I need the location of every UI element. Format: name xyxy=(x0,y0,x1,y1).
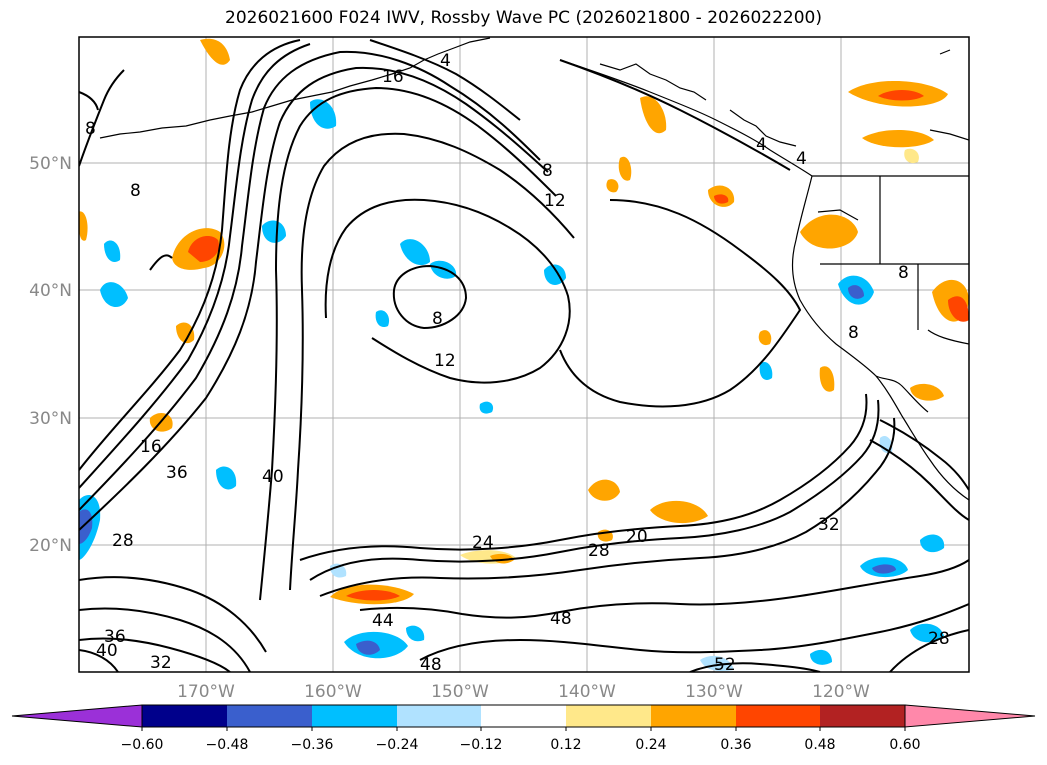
contour-label: 32 xyxy=(818,515,840,535)
lon-label: 140°W xyxy=(558,682,616,702)
colorbar-segment xyxy=(397,705,481,727)
colorbar-tick-label: −0.36 xyxy=(291,737,334,753)
colorbar-tick-label: 0.24 xyxy=(635,737,666,753)
colorbar-frame xyxy=(141,704,906,728)
colorbar-tick-label: −0.12 xyxy=(460,737,503,753)
lat-label: 50°N xyxy=(29,154,72,174)
colorbar-tick-label: −0.24 xyxy=(376,737,419,753)
colorbar-extend-max xyxy=(904,704,1036,728)
contour-label: 40 xyxy=(262,467,284,487)
contour-label: 16 xyxy=(382,67,404,87)
contour-label: 24 xyxy=(472,533,494,553)
colorbar-tick-label: 0.60 xyxy=(889,737,920,753)
latitude-labels: 50°N 40°N 30°N 20°N xyxy=(29,154,72,556)
lon-label: 150°W xyxy=(431,682,489,702)
lon-label: 170°W xyxy=(177,682,235,702)
contour-label: 44 xyxy=(372,611,394,631)
lat-label: 30°N xyxy=(29,409,72,429)
contour-label: 20 xyxy=(626,527,648,547)
colorbar-segment xyxy=(820,705,905,727)
contour-label: 48 xyxy=(550,609,572,629)
longitude-labels: 170°W 160°W 150°W 140°W 130°W 120°W xyxy=(177,682,870,702)
colorbar-tick-label: 0.12 xyxy=(550,737,581,753)
contour-label: 40 xyxy=(96,641,118,661)
lat-label: 20°N xyxy=(29,536,72,556)
colorbar-segment xyxy=(142,705,227,727)
colorbar-segment xyxy=(651,705,736,727)
contour-label: 36 xyxy=(104,627,126,647)
contour-label: 8 xyxy=(432,309,443,329)
contour-label: 8 xyxy=(898,263,909,283)
contour-label: 32 xyxy=(150,653,172,673)
contour-label: 16 xyxy=(140,437,162,457)
iwv-contours xyxy=(79,39,969,672)
lon-label: 130°W xyxy=(685,682,743,702)
contour-label: 28 xyxy=(112,531,134,551)
contour-label: 48 xyxy=(420,655,442,675)
map-area xyxy=(79,37,969,672)
colorbar-extend-min xyxy=(11,704,143,728)
map-border xyxy=(78,36,970,673)
colorbar: −0.60 −0.48 −0.36 −0.24 −0.12 0.12 0.24 … xyxy=(11,704,1036,753)
lon-label: 120°W xyxy=(812,682,870,702)
contour-label: 8 xyxy=(130,181,141,201)
colorbar-segment xyxy=(566,705,651,727)
contour-label: 4 xyxy=(796,149,807,169)
map-title: 2026021600 F024 IWV, Rossby Wave PC (202… xyxy=(225,8,822,28)
lat-label: 40°N xyxy=(29,281,72,301)
contour-label: 8 xyxy=(848,323,859,343)
lon-label: 160°W xyxy=(304,682,362,702)
colorbar-tick-label: −0.48 xyxy=(206,737,249,753)
contour-label: 36 xyxy=(166,463,188,483)
gridlines xyxy=(79,37,969,672)
coastlines xyxy=(99,37,969,501)
contour-label: 12 xyxy=(544,191,566,211)
colorbar-segment xyxy=(736,705,820,727)
colorbar-tick-label: −0.60 xyxy=(121,737,164,753)
contour-label: 4 xyxy=(756,135,767,155)
contour-label: 4 xyxy=(440,51,451,71)
contour-label: 8 xyxy=(542,161,553,181)
colorbar-tick-label: 0.36 xyxy=(720,737,751,753)
colorbar-segment xyxy=(227,705,312,727)
contour-label: 28 xyxy=(928,629,950,649)
colorbar-segment xyxy=(481,705,566,727)
contour-label: 28 xyxy=(588,541,610,561)
contour-label: 8 xyxy=(85,119,96,139)
contour-label: 12 xyxy=(434,351,456,371)
colorbar-tick-label: 0.48 xyxy=(804,737,835,753)
contour-labels: 4 4 4 8 8 8 8 8 12 12 16 16 20 24 28 28 … xyxy=(85,51,950,675)
colorbar-segment xyxy=(312,705,397,727)
contour-label: 52 xyxy=(714,655,736,675)
